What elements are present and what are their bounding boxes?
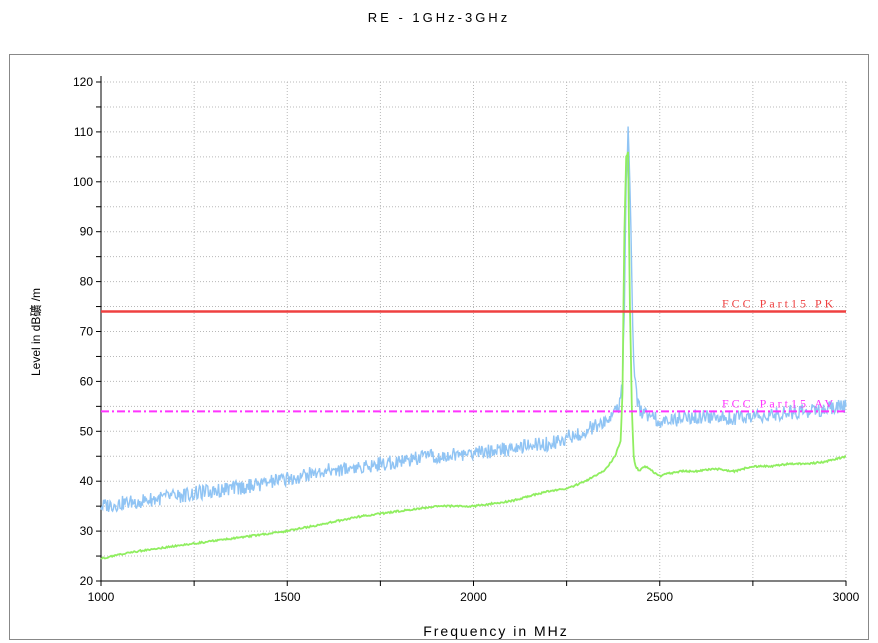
x-tick-label: 2500 (646, 590, 673, 604)
y-tick-label: 80 (80, 275, 94, 289)
x-tick-label: 1500 (274, 590, 301, 604)
y-tick-label: 30 (80, 524, 94, 538)
y-tick-label: 20 (80, 574, 94, 588)
chart-frame (9, 54, 869, 640)
chart-title: RE - 1GHz-3GHz (367, 10, 511, 25)
limit-label-2: FCC Part15 AV (722, 396, 836, 410)
y-tick-label: 110 (74, 125, 93, 139)
y-tick-label: 120 (73, 75, 93, 89)
limit-lines: FCC Part15 PK FCC Part15 AV (101, 297, 846, 413)
y-tick-label: 90 (80, 225, 94, 239)
limit-label-1: FCC Part15 PK (722, 297, 836, 311)
x-tick-label: 3000 (833, 590, 860, 604)
series-line-1 (100, 126, 847, 513)
x-tick-label: 2000 (460, 590, 487, 604)
y-tick-label: 40 (80, 474, 94, 488)
y-tick-label: 60 (80, 374, 94, 388)
y-axis-label: Level in dB礦 /m (28, 288, 43, 376)
x-axis-label: Frequency in MHz (423, 623, 569, 639)
series-line-2 (100, 151, 847, 560)
gridlines (100, 81, 847, 582)
y-tick-label: 100 (73, 175, 93, 189)
y-tick-label: 50 (80, 424, 94, 438)
axes (96, 76, 847, 586)
y-tick-label: 70 (80, 325, 94, 339)
data-series (100, 126, 847, 560)
x-tick-label: 1000 (88, 590, 115, 604)
tick-labels: 1000 1500 2000 2500 3000 20 30 40 50 60 70 80 90 100 1… (73, 75, 860, 604)
